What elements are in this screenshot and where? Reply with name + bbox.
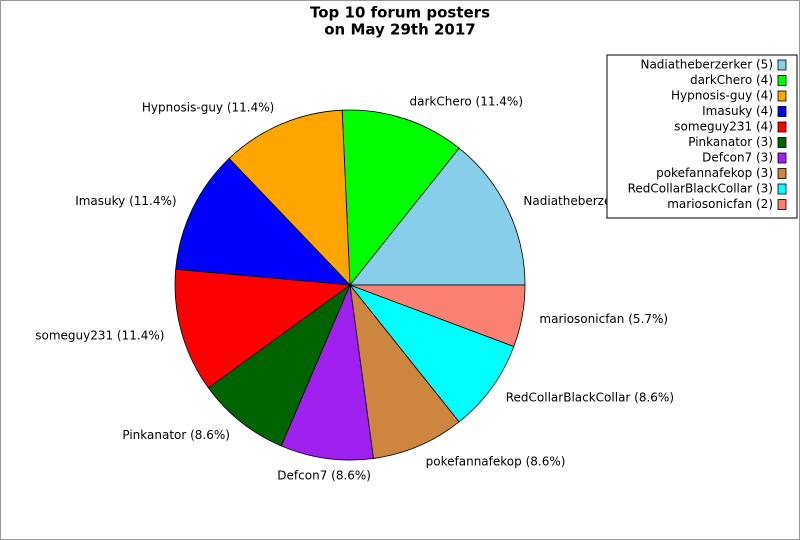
pie-slice (349, 283, 460, 459)
legend-swatch (777, 152, 787, 164)
slice-label: Pinkanator (8.6%) (122, 428, 230, 442)
pie-slice (341, 109, 460, 287)
legend-swatch (777, 199, 787, 210)
legend-label: Hypnosis-guy (4) (671, 89, 773, 103)
pie-slice (174, 268, 352, 389)
legend-label: mariosonicfan (2) (667, 197, 773, 211)
pie-slice (349, 284, 526, 348)
slice-label: Defcon7 (8.6%) (277, 468, 371, 482)
slice-label: pokefannafekop (8.6%) (426, 455, 566, 469)
legend-swatch (777, 106, 787, 117)
slice-label: RedCollarBlackCollar (8.6%) (506, 391, 674, 405)
pie-slice (207, 283, 351, 447)
slice-label: darkChero (11.4%) (409, 94, 523, 108)
pie-slice (349, 147, 526, 286)
legend-box (606, 54, 798, 219)
legend-swatch (777, 168, 787, 179)
slice-label: someguy231 (11.4%) (35, 329, 164, 343)
slice-label: mariosonicfan (5.7%) (539, 312, 668, 326)
chart-title: on May 29th 2017 (324, 21, 476, 39)
slice-label: Hypnosis-guy (11.4%) (142, 100, 274, 114)
legend-label: pokefannafekop (3) (656, 166, 773, 180)
legend-label: RedCollarBlackCollar (3) (628, 182, 773, 196)
legend-swatch (777, 137, 787, 148)
slice-label: Imasuky (11.4%) (75, 194, 176, 208)
legend-label: darkChero (4) (690, 73, 773, 87)
legend-label: Imasuky (4) (702, 104, 773, 118)
legend-swatch (777, 75, 787, 86)
legend-label: Defcon7 (3) (702, 151, 773, 165)
pie-slice (175, 157, 352, 286)
legend-swatch (777, 121, 787, 133)
pie-slice (228, 109, 351, 287)
pie-slice (348, 284, 515, 423)
chart-title: Top 10 forum posters (310, 4, 490, 22)
legend-label: someguy231 (4) (674, 120, 773, 134)
legend-swatch (777, 183, 787, 195)
pie-slice (280, 283, 374, 461)
legend-label: Nadiatheberzerker (5) (640, 58, 773, 72)
legend-swatch (777, 90, 787, 102)
legend-swatch (777, 59, 787, 71)
legend-label: Pinkanator (3) (688, 135, 773, 149)
